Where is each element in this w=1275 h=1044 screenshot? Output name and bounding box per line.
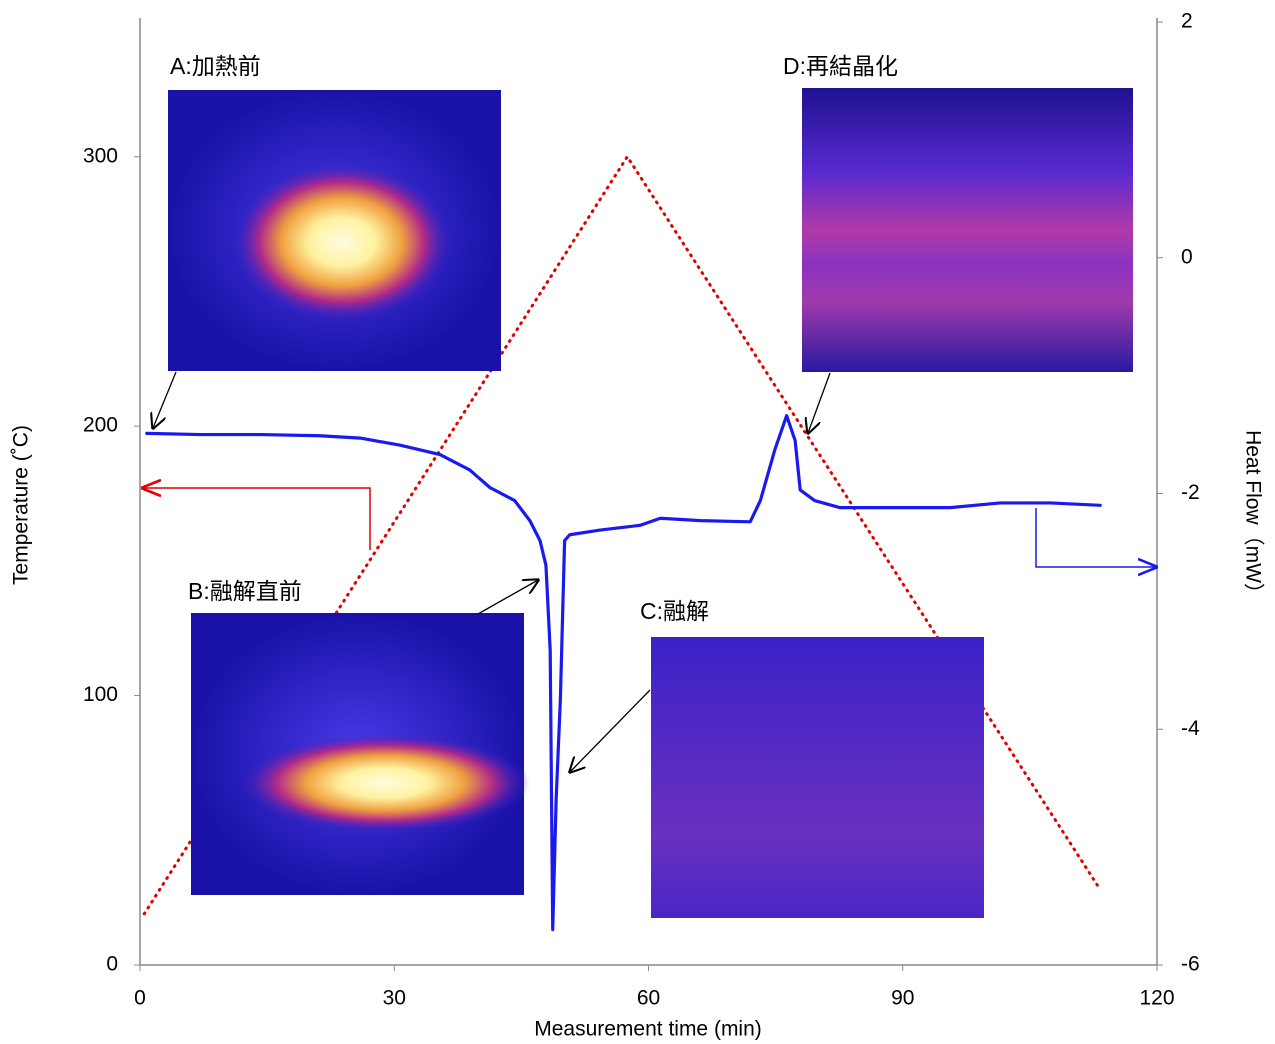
arrow-b [477, 580, 538, 615]
y2-tick-label: -4 [1181, 717, 1200, 740]
heat-flow-line [145, 414, 1102, 932]
arrow-c [570, 689, 651, 772]
annotation: A:加熱前 [170, 53, 261, 79]
temperature-line [142, 155, 1102, 916]
arrow-a [153, 371, 177, 428]
annotation: B:融解直前 [188, 578, 302, 604]
y2-tick-label: 0 [1181, 245, 1193, 268]
insets [168, 88, 1133, 918]
y2-axis-title: Heat Flow（mW） [1241, 430, 1264, 604]
y2-tick-label: -2 [1181, 481, 1200, 504]
inset-image-d [802, 88, 1133, 372]
y-tick-label: 100 [83, 683, 118, 706]
y2-tick-label: 2 [1181, 10, 1193, 33]
y-tick-label: 200 [83, 414, 118, 437]
inset-spot-a [232, 162, 452, 322]
arrows [143, 371, 1156, 772]
x-tick-label: 90 [891, 987, 914, 1010]
x-tick-label: 0 [134, 987, 146, 1010]
x-tick-label: 60 [637, 987, 660, 1010]
y-tick-label: 300 [83, 144, 118, 167]
inset-image-c [651, 637, 984, 918]
x-axis-title: Measurement time (min) [534, 1018, 762, 1041]
under-layer [142, 155, 1102, 916]
y-axis-title: Temperature (˚C) [10, 425, 33, 585]
y-tick-label: 0 [106, 953, 118, 976]
left-axis-indicator [143, 488, 371, 550]
x-tick-label: 120 [1139, 987, 1174, 1010]
annotation: C:融解 [640, 598, 709, 624]
arrow-d [808, 372, 831, 433]
x-tick-label: 30 [383, 987, 406, 1010]
inset-spot-b [240, 733, 530, 833]
over-layer [134, 18, 1163, 971]
right-axis-indicator [1035, 508, 1156, 567]
y2-tick-label: -6 [1181, 953, 1200, 976]
annotation: D:再結晶化 [783, 53, 898, 79]
